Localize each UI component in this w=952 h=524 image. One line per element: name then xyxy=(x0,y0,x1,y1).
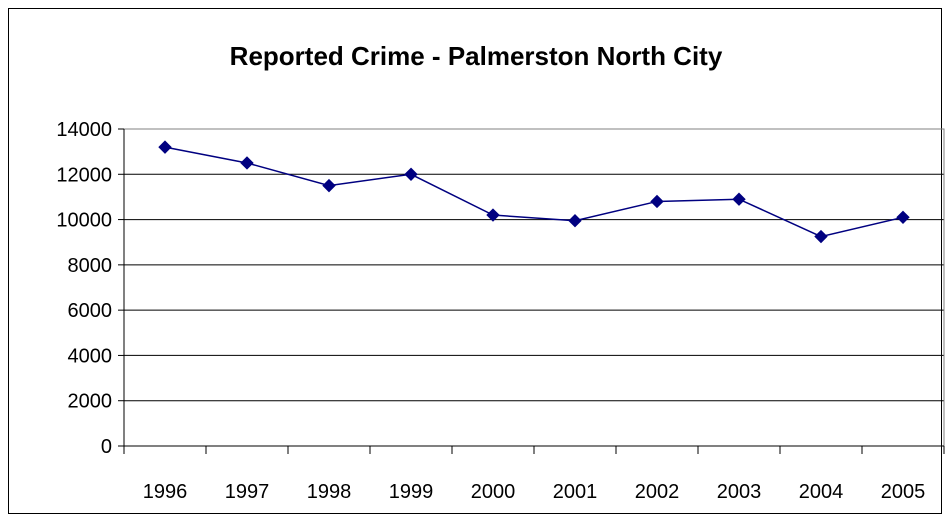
data-point-marker xyxy=(486,208,500,222)
chart-frame: Reported Crime - Palmerston North City xyxy=(8,8,942,514)
y-tick-label: 10000 xyxy=(56,210,112,232)
y-tick-label: 4000 xyxy=(68,345,113,367)
chart-title: Reported Crime - Palmerston North City xyxy=(229,41,723,71)
plot-area-border xyxy=(123,128,945,447)
x-tick-label: 2000 xyxy=(471,481,516,503)
data-point-marker xyxy=(158,140,172,154)
data-point-marker xyxy=(896,210,910,225)
x-tick-label: 2003 xyxy=(717,481,762,503)
x-tick-label: 2001 xyxy=(553,481,598,503)
y-tick-label: 12000 xyxy=(56,164,112,186)
x-tick-label: 1996 xyxy=(143,481,188,503)
data-point-marker xyxy=(650,194,664,209)
x-tick-label: 2002 xyxy=(635,481,680,503)
data-point-marker xyxy=(568,213,582,228)
x-tick-label: 1999 xyxy=(389,481,434,503)
y-tick-label: 14000 xyxy=(56,119,112,141)
data-point-marker xyxy=(240,156,254,170)
x-tick-label: 1997 xyxy=(225,481,270,503)
x-tick-label: 1998 xyxy=(307,481,352,503)
series-line xyxy=(164,146,904,238)
data-point-marker xyxy=(404,167,418,181)
x-tick-label: 2005 xyxy=(881,481,926,503)
data-point-marker xyxy=(322,178,336,193)
x-tick-label: 2004 xyxy=(799,481,844,503)
data-point-marker xyxy=(814,229,828,244)
y-tick-label: 8000 xyxy=(68,255,113,277)
y-tick-label: 2000 xyxy=(68,391,113,413)
y-tick-label: 6000 xyxy=(68,300,113,322)
y-tick-label: 0 xyxy=(101,436,112,458)
data-point-marker xyxy=(732,192,746,206)
